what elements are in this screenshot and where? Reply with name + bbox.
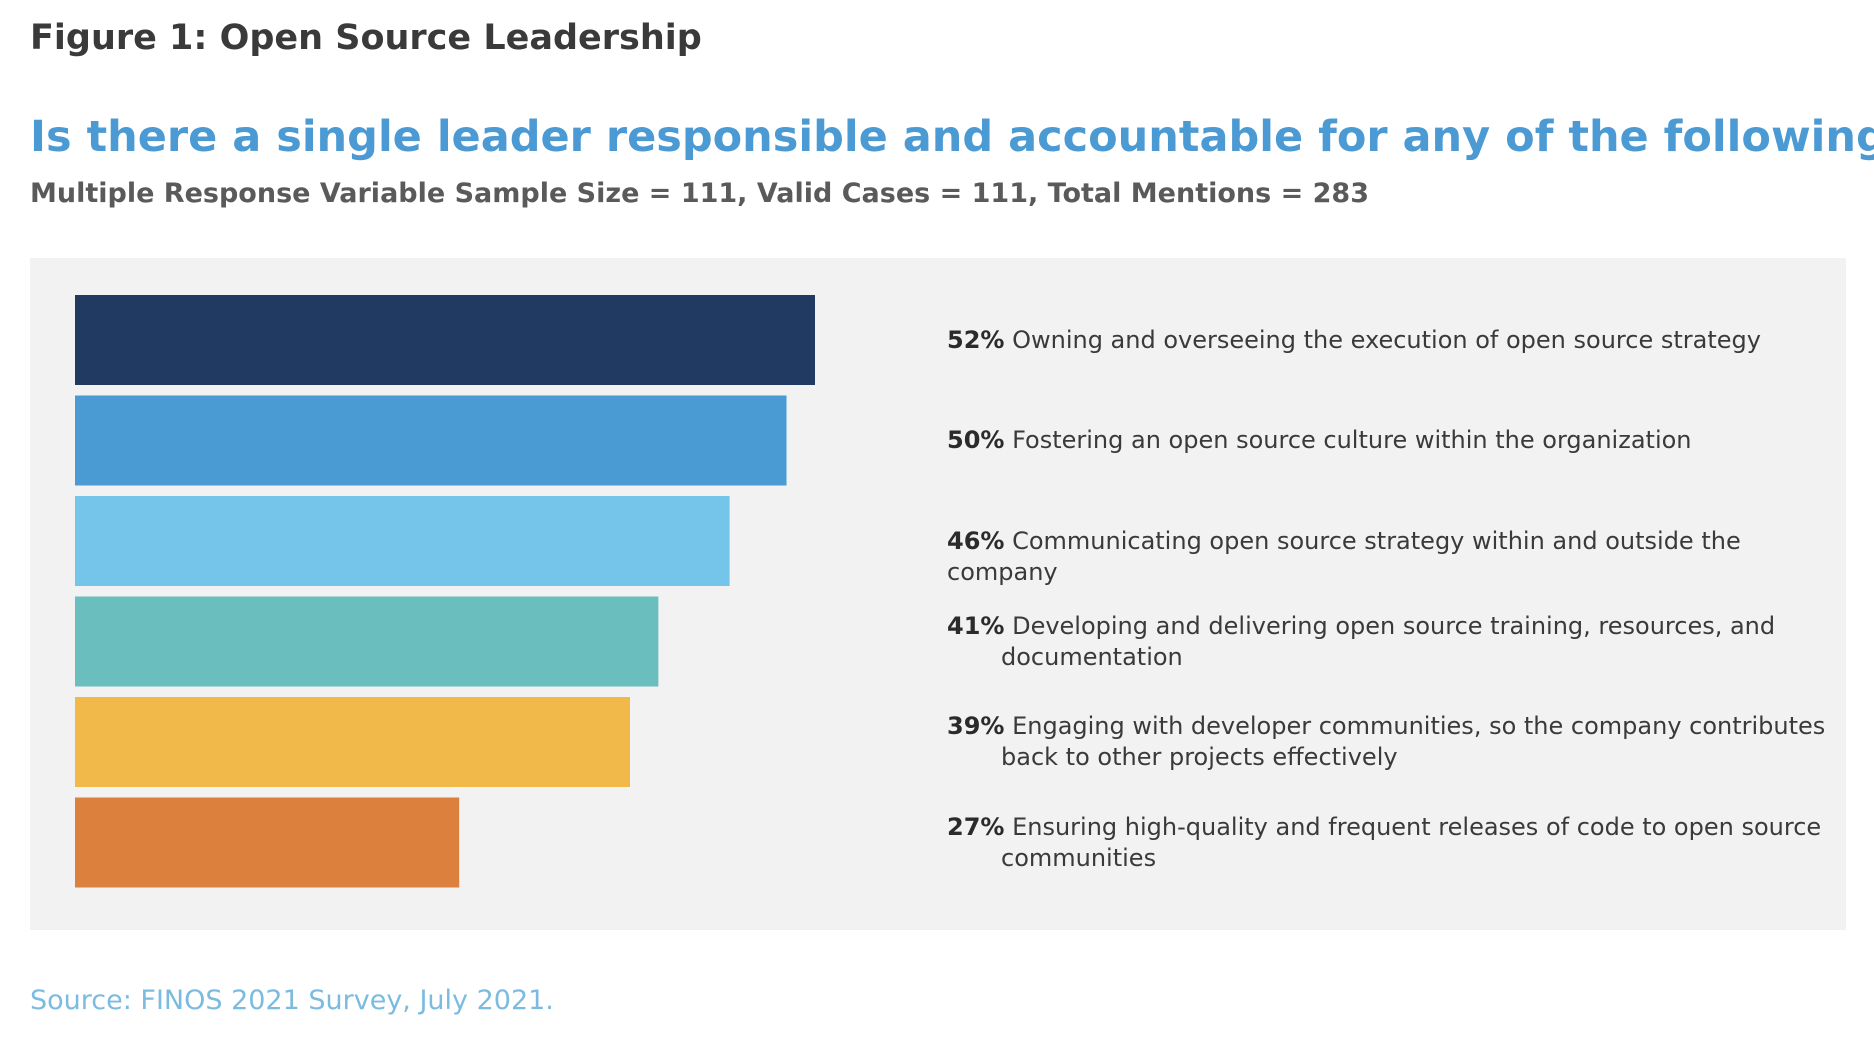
bar-1 <box>75 295 815 385</box>
value-label: 46% <box>947 526 1005 555</box>
figure-label: Figure 1: Open Source Leadership <box>30 18 702 58</box>
bar-3 <box>75 496 730 586</box>
bar-label-3: 46% Communicating open source strategy w… <box>947 526 1827 588</box>
chart-title: Is there a single leader responsible and… <box>30 112 1874 162</box>
bar-chart <box>75 295 815 888</box>
bar-label-2: 50% Fostering an open source culture wit… <box>947 425 1827 456</box>
bar-5 <box>75 697 630 787</box>
category-label: Developing and delivering open source tr… <box>1004 611 1776 640</box>
category-label: Engaging with developer communities, so … <box>1004 712 1826 740</box>
category-label-continued: back to other projects effectively <box>1001 743 1398 771</box>
bar-label-4: 41% Developing and delivering open sourc… <box>947 611 1827 673</box>
bar-6 <box>75 797 460 888</box>
bar-label-1: 52% Owning and overseeing the execution … <box>947 325 1827 356</box>
value-label: 27% <box>947 812 1005 841</box>
category-label-continued: communities <box>1001 843 1157 872</box>
bar-4 <box>75 596 659 687</box>
source-note: Source: FINOS 2021 Survey, July 2021. <box>30 985 554 1016</box>
value-label: 52% <box>947 325 1005 354</box>
bar-label-5: 39% Engaging with developer communities,… <box>947 711 1827 773</box>
value-label: 39% <box>947 712 1005 740</box>
value-label: 50% <box>947 426 1005 454</box>
category-label: Fostering an open source culture within … <box>1004 426 1692 454</box>
value-label: 41% <box>947 611 1005 640</box>
bar-label-6: 27% Ensuring high-quality and frequent r… <box>947 812 1827 874</box>
bar-2 <box>75 395 787 486</box>
chart-panel: 52% Owning and overseeing the execution … <box>30 258 1846 930</box>
category-label: Communicating open source strategy withi… <box>947 526 1741 586</box>
chart-subtitle: Multiple Response Variable Sample Size =… <box>30 178 1369 209</box>
category-label: Owning and overseeing the execution of o… <box>1004 325 1761 354</box>
category-label: Ensuring high-quality and frequent relea… <box>1004 812 1822 841</box>
category-label-continued: documentation <box>1001 642 1183 671</box>
